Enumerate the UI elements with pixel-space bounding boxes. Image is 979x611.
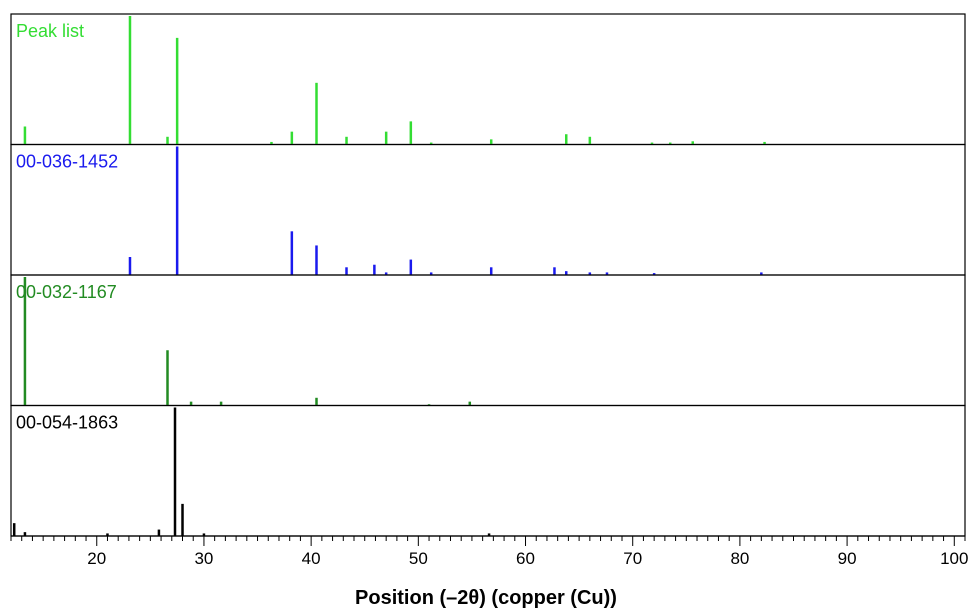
panel-title: 00-036-1452 xyxy=(16,152,118,172)
panel-frame xyxy=(10,274,966,407)
panel-title: 00-054-1863 xyxy=(16,413,118,433)
panel-00-036-1452: 00-036-1452 xyxy=(10,143,966,276)
x-tick-label: 80 xyxy=(730,549,749,568)
x-tick-label: 100 xyxy=(940,549,968,568)
panel-frame xyxy=(10,13,966,146)
panel-title: 00-032-1167 xyxy=(16,282,117,302)
panel-00-054-1863: 00-054-1863 xyxy=(10,404,966,537)
panel-peak-list: Peak list xyxy=(10,13,966,146)
x-tick-label: 50 xyxy=(409,549,428,568)
x-axis: 20 30 40 50 60 70 80 90 100 xyxy=(10,535,968,568)
panel-title: Peak list xyxy=(16,21,84,41)
panel-frame xyxy=(10,404,966,537)
panel-00-032-1167: 00-032-1167 xyxy=(10,274,966,407)
panel-frame xyxy=(10,143,966,276)
x-tick-label: 30 xyxy=(194,549,213,568)
x-axis-title: Position (–2θ) (copper (Cu)) xyxy=(355,587,617,609)
panels-layer: Peak list 00-036-1452 00-032-1167 00-054-18… xyxy=(10,13,966,537)
x-tick-label: 60 xyxy=(516,549,535,568)
x-tick-label: 90 xyxy=(838,549,857,568)
x-tick-label: 40 xyxy=(302,549,321,568)
x-tick-label: 70 xyxy=(623,549,642,568)
x-tick-label: 20 xyxy=(87,549,106,568)
